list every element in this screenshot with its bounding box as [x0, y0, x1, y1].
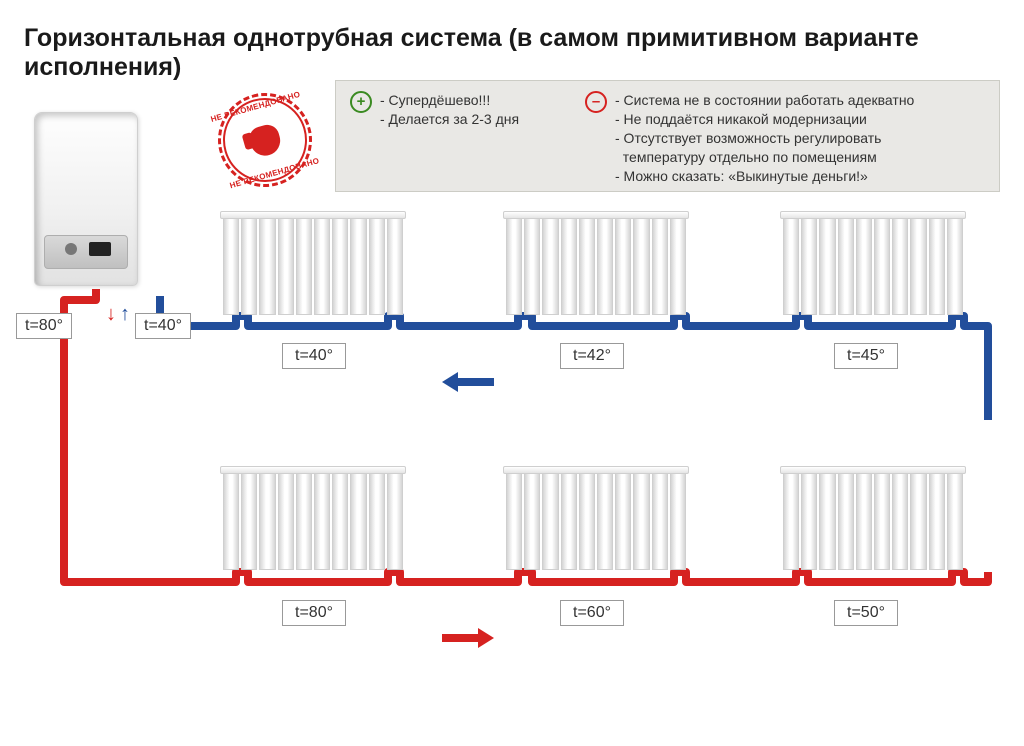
- radiator-fin: [524, 472, 540, 570]
- radiator-fin: [296, 217, 312, 315]
- temp-label-outlet: t=80°: [16, 313, 72, 339]
- page-title: Горизонтальная однотрубная система (в са…: [24, 24, 1024, 82]
- radiator-fin: [350, 217, 366, 315]
- radiator-fin: [783, 472, 799, 570]
- radiator-fin: [652, 217, 668, 315]
- radiator-fin: [838, 472, 854, 570]
- radiator-fin: [506, 472, 522, 570]
- cons-item: - Не поддаётся никакой модернизации: [615, 110, 914, 129]
- radiator-top-2: [782, 217, 964, 315]
- radiator-fin: [369, 217, 385, 315]
- radiator-fin: [838, 217, 854, 315]
- plus-icon: +: [350, 91, 372, 113]
- radiator-fin: [259, 217, 275, 315]
- stamp-not-recommended: НЕ РЕКОМЕНДОВАНО НЕ РЕКОМЕНДОВАНО: [207, 82, 323, 198]
- radiator-fin: [615, 217, 631, 315]
- radiator-fin: [350, 472, 366, 570]
- cons-item: - Система не в состоянии работать адеква…: [615, 91, 914, 110]
- radiator-top-0: [222, 217, 404, 315]
- radiator-top-1: [505, 217, 687, 315]
- return-flow-arrow-icon: [442, 372, 494, 392]
- temp-label-inlet: t=40°: [135, 313, 191, 339]
- temp-label-top-2: t=45°: [834, 343, 898, 369]
- radiator-fin: [223, 217, 239, 315]
- temp-label-top-1: t=42°: [560, 343, 624, 369]
- radiator-fin: [579, 472, 595, 570]
- radiator-fin: [801, 217, 817, 315]
- pros-item: - Супердёшево!!!: [380, 91, 519, 110]
- radiator-fin: [783, 217, 799, 315]
- radiator-fin: [296, 472, 312, 570]
- radiator-fin: [874, 472, 890, 570]
- radiator-fin: [542, 472, 558, 570]
- radiator-fin: [892, 472, 908, 570]
- radiator-fin: [615, 472, 631, 570]
- boiler-knob-icon: [65, 243, 77, 255]
- boiler-control-panel: [44, 235, 128, 269]
- radiator-fin: [856, 472, 872, 570]
- cons-column: – - Система не в состоянии работать адек…: [585, 91, 985, 181]
- radiator-fin: [278, 472, 294, 570]
- radiator-fin: [259, 472, 275, 570]
- boiler-display-icon: [89, 242, 111, 256]
- temp-label-bottom-0: t=80°: [282, 600, 346, 626]
- radiator-fin: [633, 472, 649, 570]
- radiator-fin: [947, 472, 963, 570]
- temp-label-bottom-1: t=60°: [560, 600, 624, 626]
- supply-flow-arrow-icon: [442, 628, 494, 648]
- radiator-bottom-2: [782, 472, 964, 570]
- radiator-fin: [929, 472, 945, 570]
- outlet-arrow-icon: ↓: [106, 304, 116, 324]
- radiator-fin: [633, 217, 649, 315]
- radiator-fin: [314, 472, 330, 570]
- radiator-fin: [874, 217, 890, 315]
- pros-column: + - Супердёшево!!!- Делается за 2-3 дня: [350, 91, 585, 181]
- radiator-fin: [387, 217, 403, 315]
- radiator-fin: [561, 472, 577, 570]
- radiator-fin: [561, 217, 577, 315]
- cons-item: - Отсутствует возможность регулировать т…: [615, 129, 914, 167]
- radiator-fin: [670, 217, 686, 315]
- radiator-fin: [929, 217, 945, 315]
- radiator-fin: [241, 217, 257, 315]
- radiator-fin: [597, 217, 613, 315]
- boiler: [34, 112, 138, 286]
- temp-label-bottom-2: t=50°: [834, 600, 898, 626]
- cons-item: - Можно сказать: «Выкинутые деньги!»: [615, 167, 914, 186]
- radiator-fin: [223, 472, 239, 570]
- radiator-fin: [524, 217, 540, 315]
- radiator-fin: [856, 217, 872, 315]
- inlet-arrow-icon: ↑: [120, 304, 130, 324]
- radiator-fin: [947, 217, 963, 315]
- radiator-fin: [597, 472, 613, 570]
- radiator-fin: [278, 217, 294, 315]
- radiator-fin: [819, 217, 835, 315]
- radiator-bottom-0: [222, 472, 404, 570]
- radiator-fin: [910, 472, 926, 570]
- temp-label-top-0: t=40°: [282, 343, 346, 369]
- radiator-fin: [579, 217, 595, 315]
- radiator-fin: [387, 472, 403, 570]
- radiator-fin: [910, 217, 926, 315]
- radiator-fin: [652, 472, 668, 570]
- radiator-fin: [670, 472, 686, 570]
- radiator-fin: [506, 217, 522, 315]
- radiator-fin: [892, 217, 908, 315]
- pros-item: - Делается за 2-3 дня: [380, 110, 519, 129]
- radiator-fin: [332, 472, 348, 570]
- radiator-fin: [801, 472, 817, 570]
- radiator-fin: [332, 217, 348, 315]
- radiator-fin: [819, 472, 835, 570]
- radiator-bottom-1: [505, 472, 687, 570]
- radiator-fin: [314, 217, 330, 315]
- radiator-fin: [241, 472, 257, 570]
- radiator-fin: [369, 472, 385, 570]
- minus-icon: –: [585, 91, 607, 113]
- radiator-fin: [542, 217, 558, 315]
- pros-cons-box: + - Супердёшево!!!- Делается за 2-3 дня …: [335, 80, 1000, 192]
